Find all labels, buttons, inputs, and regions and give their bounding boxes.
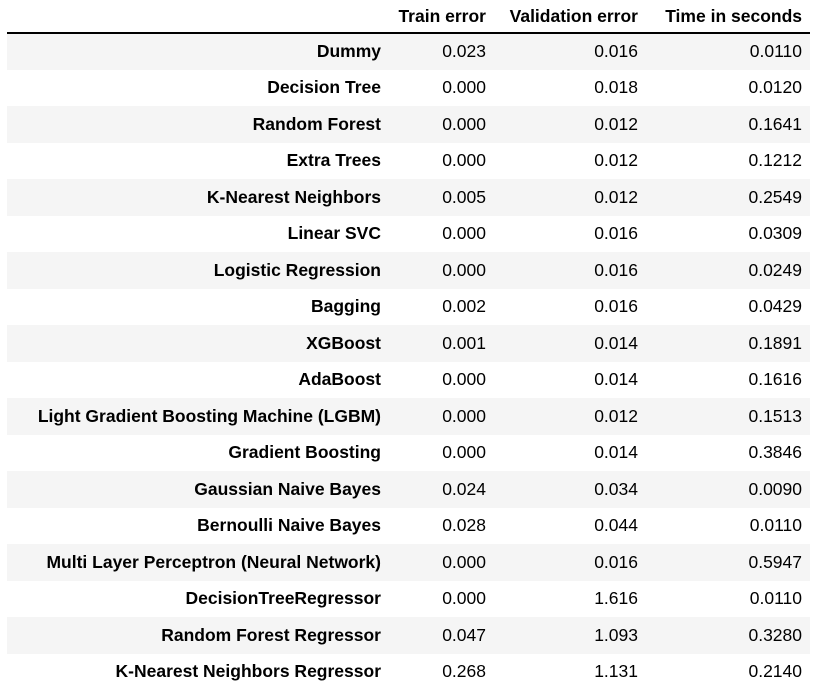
table-row: Random Forest 0.000 0.012 0.1641 [7, 106, 810, 143]
cell-validation-error: 0.016 [594, 41, 638, 62]
cell-time-in-seconds: 0.0110 [749, 588, 802, 609]
cell-time-in-seconds: 0.0249 [748, 259, 802, 280]
cell-validation-error: 1.093 [594, 624, 638, 645]
table-row: Linear SVC 0.000 0.016 0.0309 [7, 215, 810, 252]
cell-train-error: 0.024 [442, 478, 486, 499]
cell-train-error: 0.001 [442, 332, 486, 353]
cell-validation-error: 0.014 [594, 332, 638, 353]
row-model-name: Logistic Regression [213, 259, 381, 280]
table-row: K-Nearest Neighbors 0.005 0.012 0.2549 [7, 179, 810, 216]
header-train-error: Train error [382, 0, 494, 34]
header-validation-error: Validation error [494, 0, 646, 34]
dataframe-output: Train error Validation error Time in sec… [7, 0, 810, 690]
cell-time-in-seconds: 0.1513 [748, 405, 802, 426]
row-model-name: DecisionTreeRegressor [185, 588, 381, 609]
table-body: Dummy 0.023 0.016 0.0110 Decision Tree 0.000 0… [7, 33, 810, 690]
header-row: Train error Validation error Time in sec… [7, 0, 810, 34]
cell-validation-error: 0.012 [594, 113, 638, 134]
cell-train-error: 0.000 [442, 551, 486, 572]
cell-time-in-seconds: 0.0090 [748, 478, 802, 499]
row-model-name: Dummy [316, 41, 381, 62]
header-index [7, 0, 382, 34]
cell-time-in-seconds: 0.2549 [748, 186, 802, 207]
cell-validation-error: 0.016 [594, 223, 638, 244]
cell-train-error: 0.268 [442, 661, 486, 682]
cell-time-in-seconds: 0.0120 [748, 77, 802, 98]
cell-train-error: 0.000 [442, 150, 486, 171]
cell-train-error: 0.028 [442, 515, 486, 536]
row-model-name: K-Nearest Neighbors [206, 186, 381, 207]
row-model-name: Random Forest Regressor [161, 624, 381, 645]
cell-validation-error: 0.016 [594, 259, 638, 280]
row-model-name: Bagging [311, 296, 381, 317]
cell-train-error: 0.000 [442, 113, 486, 134]
header-time-in-seconds: Time in seconds [646, 0, 810, 34]
cell-validation-error: 0.014 [594, 369, 638, 390]
table-row: K-Nearest Neighbors Regressor 0.268 1.131 0… [7, 653, 810, 690]
row-model-name: Gradient Boosting [228, 442, 381, 463]
cell-validation-error: 1.131 [594, 661, 638, 682]
cell-train-error: 0.000 [442, 223, 486, 244]
cell-train-error: 0.023 [442, 41, 486, 62]
row-model-name: Linear SVC [287, 223, 381, 244]
table-row: Bernoulli Naive Bayes 0.028 0.044 0.0110 [7, 507, 810, 544]
cell-time-in-seconds: 0.1616 [748, 369, 802, 390]
row-model-name: XGBoost [306, 332, 381, 353]
cell-train-error: 0.000 [442, 77, 486, 98]
row-model-name: Extra Trees [286, 150, 381, 171]
cell-train-error: 0.000 [442, 442, 486, 463]
cell-time-in-seconds: 0.3280 [748, 624, 802, 645]
table-row: Gradient Boosting 0.000 0.014 0.3846 [7, 434, 810, 471]
cell-validation-error: 0.014 [594, 442, 638, 463]
cell-train-error: 0.000 [442, 588, 486, 609]
row-model-name: AdaBoost [298, 369, 381, 390]
row-model-name: Multi Layer Perceptron (Neural Network) [46, 551, 381, 572]
cell-validation-error: 0.012 [594, 150, 638, 171]
cell-train-error: 0.005 [442, 186, 486, 207]
table-row: Random Forest Regressor 0.047 1.093 0.3280 [7, 617, 810, 654]
cell-time-in-seconds: 0.1891 [748, 332, 802, 353]
cell-validation-error: 0.012 [594, 405, 638, 426]
row-model-name: Random Forest [252, 113, 381, 134]
cell-time-in-seconds: 0.0110 [749, 41, 802, 62]
table-row: Light Gradient Boosting Machine (LGBM) 0.… [7, 398, 810, 435]
table-row: Extra Trees 0.000 0.012 0.1212 [7, 142, 810, 179]
cell-train-error: 0.000 [442, 259, 486, 280]
table-row: Logistic Regression 0.000 0.016 0.0249 [7, 252, 810, 289]
cell-validation-error: 0.034 [594, 478, 638, 499]
table-row: XGBoost 0.001 0.014 0.1891 [7, 325, 810, 362]
table-header: Train error Validation error Time in sec… [7, 0, 810, 34]
table-row: AdaBoost 0.000 0.014 0.1616 [7, 361, 810, 398]
cell-time-in-seconds: 0.1212 [748, 150, 802, 171]
cell-time-in-seconds: 0.1641 [748, 113, 802, 134]
cell-train-error: 0.000 [442, 369, 486, 390]
cell-validation-error: 0.016 [594, 296, 638, 317]
cell-train-error: 0.047 [442, 624, 486, 645]
cell-validation-error: 0.018 [594, 77, 638, 98]
cell-time-in-seconds: 0.5947 [748, 551, 802, 572]
table-row: Bagging 0.002 0.016 0.0429 [7, 288, 810, 325]
cell-validation-error: 0.012 [594, 186, 638, 207]
table-row: Decision Tree 0.000 0.018 0.0120 [7, 69, 810, 106]
table-row: Gaussian Naive Bayes 0.024 0.034 0.0090 [7, 471, 810, 508]
cell-train-error: 0.000 [442, 405, 486, 426]
row-model-name: Bernoulli Naive Bayes [197, 515, 381, 536]
results-table: Train error Validation error Time in sec… [7, 0, 810, 690]
cell-validation-error: 0.044 [594, 515, 638, 536]
row-model-name: Light Gradient Boosting Machine (LGBM) [37, 405, 381, 426]
cell-validation-error: 0.016 [594, 551, 638, 572]
cell-train-error: 0.002 [442, 296, 486, 317]
table-row: Multi Layer Perceptron (Neural Network) 0… [7, 544, 810, 581]
cell-time-in-seconds: 0.0110 [749, 515, 802, 536]
row-model-name: Gaussian Naive Bayes [194, 478, 381, 499]
table-row: DecisionTreeRegressor 0.000 1.616 0.0110 [7, 580, 810, 617]
row-model-name: K-Nearest Neighbors Regressor [115, 661, 382, 682]
cell-time-in-seconds: 0.3846 [748, 442, 802, 463]
cell-time-in-seconds: 0.0309 [748, 223, 802, 244]
cell-validation-error: 1.616 [594, 588, 638, 609]
table-row: Dummy 0.023 0.016 0.0110 [7, 33, 810, 70]
cell-time-in-seconds: 0.0429 [748, 296, 802, 317]
cell-time-in-seconds: 0.2140 [748, 661, 802, 682]
row-model-name: Decision Tree [267, 77, 381, 98]
